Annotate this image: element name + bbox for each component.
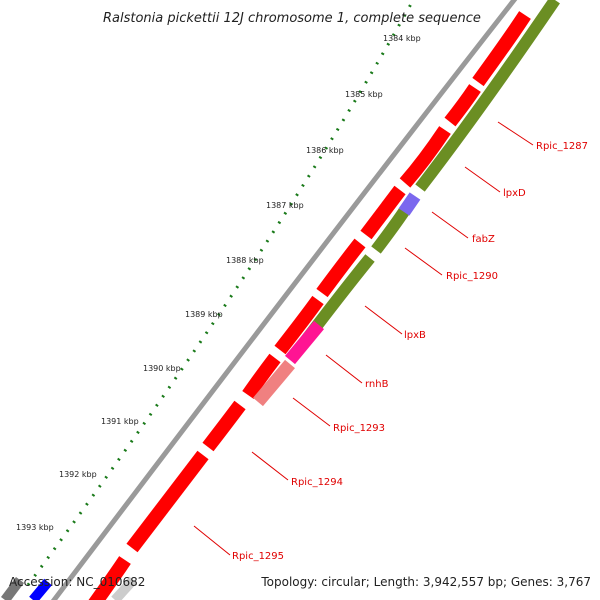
gene-fabZ-block (398, 192, 421, 216)
gene-label-Rpic_1295[interactable]: Rpic_1295 (232, 551, 284, 562)
label-leader-lines (193, 121, 534, 556)
kbp-tick-1388: 1388 kbp (226, 256, 264, 265)
reverse-cds-track (295, 0, 560, 352)
gene-label-rnhB[interactable]: rnhB (365, 379, 389, 390)
bottom-light-grey-segment (111, 576, 137, 600)
gene-label-Rpic_1287[interactable]: Rpic_1287 (536, 141, 588, 152)
kbp-tick-1393: 1393 kbp (16, 523, 54, 532)
accession-text: Accession: NC_010682 (9, 575, 146, 589)
forward-cds-track (88, 11, 531, 600)
gene-label-Rpic_1293[interactable]: Rpic_1293 (333, 423, 385, 434)
map-title: Ralstonia pickettii 12J chromosome 1, co… (103, 11, 481, 26)
kbp-tick-1386: 1386 kbp (306, 146, 344, 155)
gene-Rpic_1293-block (253, 359, 295, 407)
gene-label-Rpic_1294[interactable]: Rpic_1294 (291, 477, 343, 488)
gene-label-lpxD[interactable]: lpxD (503, 188, 526, 199)
backbone-ring (50, 0, 518, 600)
bottom-blue-segment (29, 578, 52, 600)
kbp-tick-1387: 1387 kbp (266, 201, 304, 210)
gene-label-Rpic_1290[interactable]: Rpic_1290 (446, 271, 498, 282)
gene-label-fabZ[interactable]: fabZ (472, 234, 495, 245)
kbp-tick-1392: 1392 kbp (59, 470, 97, 479)
gene-rnhB-block (284, 320, 325, 365)
bottom-grey-segment (1, 577, 24, 600)
kbp-tick-1391: 1391 kbp (101, 417, 139, 426)
kbp-dot-track (26, 0, 415, 586)
gene-label-lpxB[interactable]: lpxB (404, 330, 426, 341)
kbp-tick-1389: 1389 kbp (185, 310, 223, 319)
kbp-tick-1390: 1390 kbp (143, 364, 181, 373)
kbp-tick-1385: 1385 kbp (345, 90, 383, 99)
kbp-tick-1384: 1384 kbp (383, 34, 421, 43)
topology-text: Topology: circular; Length: 3,942,557 bp… (261, 575, 591, 589)
